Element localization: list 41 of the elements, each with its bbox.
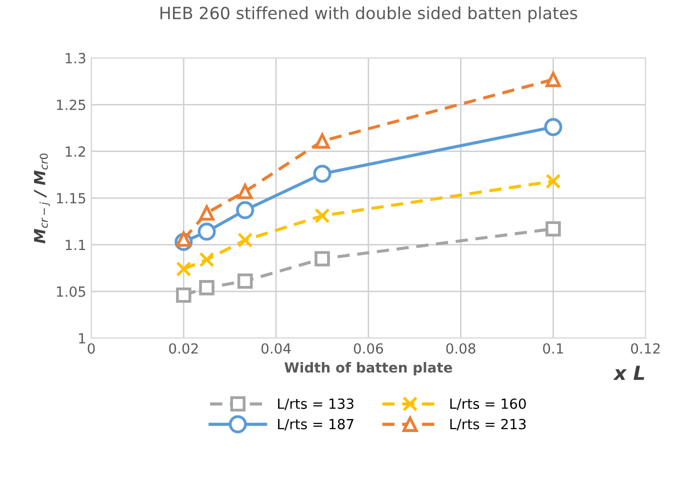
point [237,184,253,200]
x-axis-title: Width of batten plate [284,362,452,376]
point [314,251,330,266]
y-tick-label: 1.1 [66,240,86,250]
x-tick-label: 0.08 [446,343,476,354]
point [237,232,253,248]
point [546,72,561,88]
point [199,205,214,221]
x-tick-label: 0.12 [631,343,660,354]
point [176,288,192,303]
y-tick-label: 1 [79,333,86,344]
legend-label: L/rts = 187 [278,418,354,430]
x-tick-label: 0.1 [543,343,563,354]
point [176,261,192,277]
point [313,164,332,183]
point [199,280,214,296]
x-tick-label: 0 [88,343,95,354]
point [546,174,561,189]
legend-label: L/rts = 133 [278,398,354,410]
point [236,201,254,220]
x-tick-label: 0.02 [169,343,198,354]
point [198,222,216,241]
point [237,274,253,289]
y-tick-label: 1.15 [57,193,86,204]
y-tick-label: 1.3 [66,52,86,64]
legend-label: L/rts = 160 [450,398,526,410]
point [314,133,330,149]
x-tick-label: 0.04 [261,343,291,354]
legend-label: L/rts = 213 [450,418,526,430]
y-axis-title: M$_{cr−j}$ / M$_{cr0}$ [34,154,50,244]
point [176,231,192,247]
y-tick-label: 1.05 [57,286,86,297]
point [314,208,330,224]
y-tick-label: 1.25 [57,100,86,110]
x-tick-label: 0.06 [354,343,384,354]
text: x L [613,366,644,380]
chart-title: HEB 260 stiffened with double sided batten plates [160,6,578,23]
point [199,252,214,268]
point [544,118,562,136]
y-tick-label: 1.2 [66,146,86,157]
point [546,221,561,236]
